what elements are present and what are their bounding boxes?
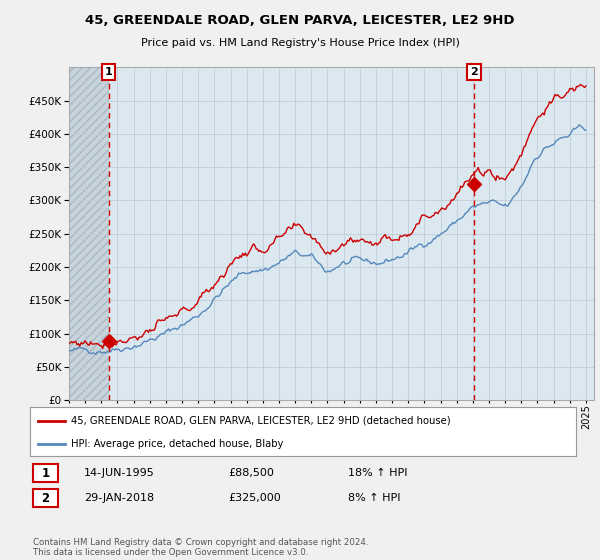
Text: 8% ↑ HPI: 8% ↑ HPI: [348, 493, 401, 503]
Text: 1: 1: [41, 466, 50, 480]
Text: 1: 1: [105, 67, 112, 77]
Bar: [69, 67, 109, 400]
Text: HPI: Average price, detached house, Blaby: HPI: Average price, detached house, Blab…: [71, 439, 283, 449]
Text: Price paid vs. HM Land Registry's House Price Index (HPI): Price paid vs. HM Land Registry's House …: [140, 38, 460, 48]
Text: £88,500: £88,500: [228, 468, 274, 478]
Text: 45, GREENDALE ROAD, GLEN PARVA, LEICESTER, LE2 9HD (detached house): 45, GREENDALE ROAD, GLEN PARVA, LEICESTE…: [71, 416, 451, 426]
Text: 2: 2: [41, 492, 50, 505]
Text: 18% ↑ HPI: 18% ↑ HPI: [348, 468, 407, 478]
Text: 14-JUN-1995: 14-JUN-1995: [84, 468, 155, 478]
Text: Contains HM Land Registry data © Crown copyright and database right 2024.
This d: Contains HM Land Registry data © Crown c…: [33, 538, 368, 557]
Text: 29-JAN-2018: 29-JAN-2018: [84, 493, 154, 503]
Text: £325,000: £325,000: [228, 493, 281, 503]
Text: 45, GREENDALE ROAD, GLEN PARVA, LEICESTER, LE2 9HD: 45, GREENDALE ROAD, GLEN PARVA, LEICESTE…: [85, 14, 515, 27]
Text: 2: 2: [470, 67, 478, 77]
Bar: [69, 67, 109, 400]
